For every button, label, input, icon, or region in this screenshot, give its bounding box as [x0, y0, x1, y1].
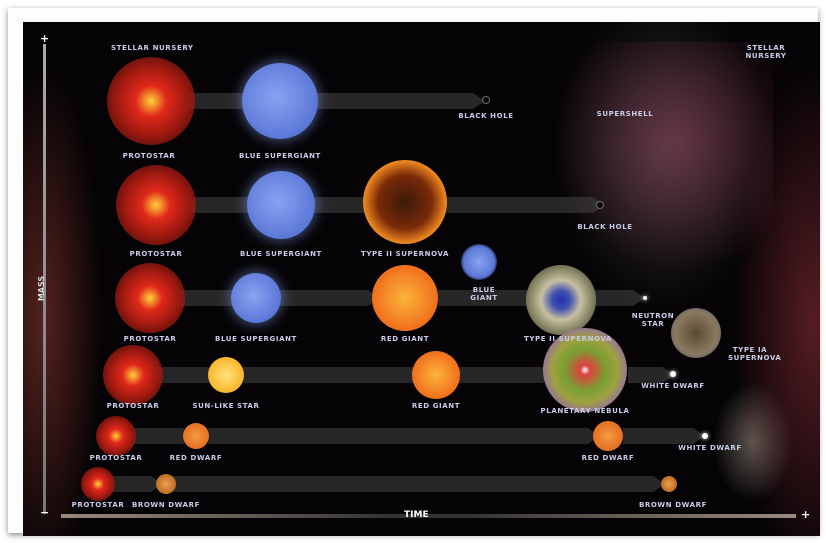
stellar-nursery-left-label: STELLAR NURSERY	[111, 44, 194, 52]
mass-minus: −	[40, 506, 50, 519]
r4-rg-label: RED GIANT	[411, 402, 461, 410]
stellar-nursery-right-label: STELLAR NURSERY	[745, 44, 787, 60]
r4-wd-point-image	[670, 371, 676, 377]
mass-axis	[43, 44, 46, 514]
r2-bh-blackhole-image	[596, 201, 604, 209]
r4-pn-nebula-image	[543, 328, 627, 412]
evolution-arrow	[623, 428, 705, 444]
r3-bsg-blue-image	[231, 273, 281, 323]
r3-proto-protostar-image	[115, 263, 185, 333]
r4-sun-sun-image	[208, 357, 244, 393]
r2-proto-label: PROTOSTAR	[129, 250, 183, 258]
r4-sn1a-supernova1a-image	[671, 308, 721, 358]
r5-rd2-dwarf-image	[593, 421, 623, 451]
r1-bh-label: BLACK HOLE	[458, 112, 514, 120]
r6-bd1-brown-image	[156, 474, 176, 494]
r4-pn-label: PLANETARY NEBULA	[540, 407, 630, 415]
r6-proto-label: PROTOSTAR	[71, 501, 125, 509]
r6-bd2-brown-image	[661, 476, 677, 492]
evolution-arrow	[453, 367, 555, 383]
r5-rd2-label: RED DWARF	[581, 454, 635, 462]
r3-proto-label: PROTOSTAR	[123, 335, 177, 343]
r4-wd-label: WHITE DWARF	[641, 382, 705, 390]
evolution-arrow	[208, 428, 600, 444]
r3-bsg-label: BLUE SUPERGIANT	[215, 335, 297, 343]
r5-proto-protostar-image	[96, 416, 136, 456]
r1-bh-blackhole-image	[482, 96, 490, 104]
evolution-arrow	[133, 428, 195, 444]
stellar-evolution-diagram: STELLAR NURSERY STELLAR NURSERY SUPERSHE…	[23, 22, 820, 536]
r5-rd1-label: RED DWARF	[169, 454, 223, 462]
r4-sun-label: SUN-LIKE STAR	[192, 402, 260, 410]
r2-sn-supernova-image	[363, 160, 447, 244]
r6-bd2-label: BROWN DWARF	[638, 501, 708, 509]
time-axis-label: TIME	[404, 510, 429, 520]
r3-sn-label: TYPE II SUPERNOVA	[523, 335, 613, 343]
evolution-arrow	[628, 367, 675, 383]
r4-sn1a-label: TYPE IA SUPERNOVA	[728, 346, 782, 362]
evolution-arrow	[111, 476, 163, 492]
r3-rg-label: RED GIANT	[380, 335, 430, 343]
supershell-nebula	[543, 42, 773, 282]
r3-bg-label: BLUE GIANT	[470, 286, 498, 302]
r3-ns-point-image	[643, 296, 647, 300]
evolution-arrow	[173, 476, 665, 492]
r1-proto-protostar-image	[107, 57, 195, 145]
r5-wd-point-image	[702, 433, 708, 439]
evolution-arrow	[443, 197, 605, 213]
r3-ns-label: NEUTRON STAR	[631, 312, 675, 328]
r4-proto-label: PROTOSTAR	[106, 402, 160, 410]
r5-rd1-dwarf-image	[183, 423, 209, 449]
time-plus: +	[801, 508, 811, 521]
r3-rg-red-giant-image	[372, 265, 438, 331]
r2-sn-label: TYPE II SUPERNOVA	[360, 250, 450, 258]
r5-proto-label: PROTOSTAR	[89, 454, 143, 462]
r2-bsg-label: BLUE SUPERGIANT	[240, 250, 322, 258]
r2-bh-label: BLACK HOLE	[577, 223, 633, 231]
r2-proto-protostar-image	[116, 165, 196, 245]
evolution-arrow	[278, 290, 380, 306]
time-axis	[61, 514, 796, 518]
evolution-arrow	[243, 367, 425, 383]
r1-bsg-blue-image	[242, 63, 318, 139]
r3-sn-supernova2-image	[526, 265, 596, 335]
mass-axis-label: MASS	[37, 275, 47, 302]
evolution-arrow	[313, 93, 485, 109]
r2-bsg-blue-image	[247, 171, 315, 239]
poster-frame: STELLAR NURSERY STELLAR NURSERY SUPERSHE…	[8, 8, 820, 536]
r6-bd1-label: BROWN DWARF	[131, 501, 201, 509]
r5-wd-label: WHITE DWARF	[678, 444, 742, 452]
r6-proto-protostar-image	[81, 467, 115, 501]
supershell-label: SUPERSHELL	[596, 110, 654, 118]
r3-bg-blue-giant-image	[461, 244, 497, 280]
mass-plus: +	[40, 32, 50, 45]
r4-rg-red-giant-image	[412, 351, 460, 399]
r1-bsg-label: BLUE SUPERGIANT	[239, 152, 321, 160]
r4-proto-protostar-image	[103, 345, 163, 405]
r1-proto-label: PROTOSTAR	[122, 152, 176, 160]
